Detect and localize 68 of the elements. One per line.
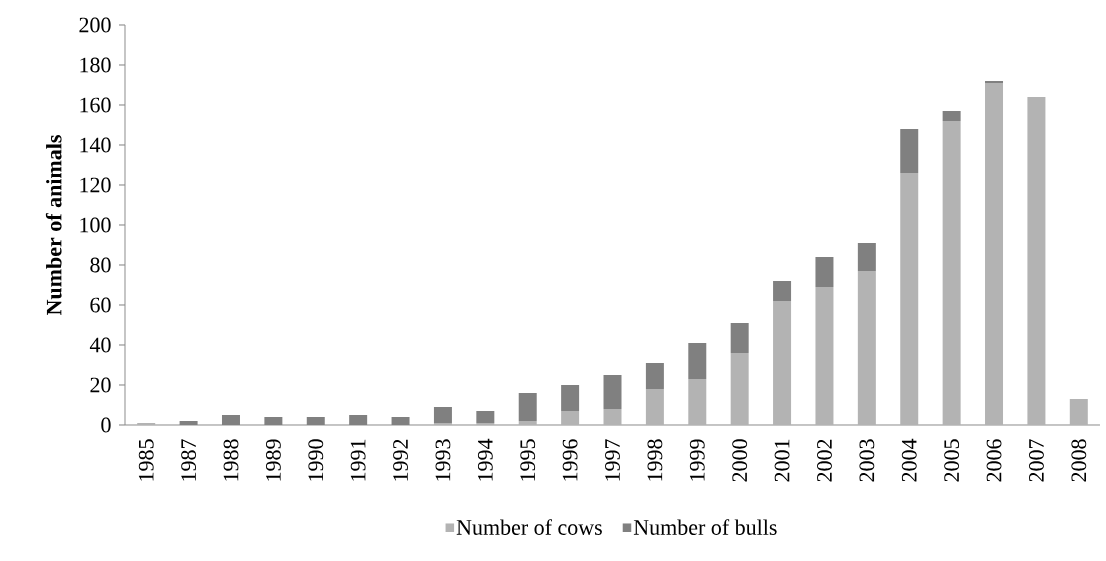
bar (433, 406, 452, 423)
x-tick-label: 2001 (774, 439, 790, 482)
bar (561, 384, 580, 411)
x-tick-label: 1999 (689, 439, 705, 481)
y-tick-label: 0 (101, 417, 111, 433)
bar (518, 392, 537, 421)
legend-label: Number of bulls (633, 519, 777, 535)
bar (688, 378, 707, 425)
x-tick-label: 2002 (817, 439, 832, 482)
bar (433, 422, 452, 425)
y-tick-label: 120 (80, 177, 111, 193)
x-tick-label: 2005 (944, 439, 960, 482)
bar (985, 82, 1004, 425)
bar (603, 374, 622, 409)
bar (688, 342, 707, 379)
legend-label: Number of cows (456, 519, 602, 535)
bar (1069, 398, 1088, 425)
bar (476, 422, 495, 425)
bar (645, 388, 664, 425)
bar (730, 352, 749, 425)
x-tick-label: 1995 (520, 439, 536, 481)
x-tick-label: 1989 (265, 439, 281, 481)
bar (857, 242, 876, 271)
x-tick-label: 1990 (308, 439, 324, 481)
x-tick-label: 2008 (1071, 439, 1087, 482)
x-tick-label: 1991 (350, 439, 366, 481)
bar (137, 422, 156, 425)
bar (603, 408, 622, 425)
x-tick-label: 1987 (181, 439, 197, 481)
y-tick-label: 60 (90, 297, 111, 313)
bar (561, 410, 580, 425)
bar (857, 270, 876, 425)
x-tick-label: 1992 (393, 439, 408, 481)
bar (476, 410, 495, 423)
y-tick-label: 140 (80, 137, 111, 153)
x-tick-label: 2000 (732, 439, 748, 482)
bar (815, 286, 834, 425)
y-tick-label: 20 (90, 377, 111, 393)
y-tick-label: 160 (80, 97, 111, 113)
bar (985, 80, 1004, 83)
x-tick-label: 2003 (859, 439, 875, 482)
x-tick-label: 1996 (562, 439, 578, 481)
bar (730, 322, 749, 353)
bar (518, 420, 537, 425)
bar (942, 110, 961, 121)
bar (900, 172, 919, 425)
bar (1027, 96, 1046, 425)
x-tick-label: 1993 (435, 439, 451, 481)
bar (942, 120, 961, 425)
x-tick-label: 2004 (901, 438, 917, 482)
y-axis-title: Number of animals (45, 135, 62, 316)
bar (900, 128, 919, 173)
bar (645, 362, 664, 389)
bar (773, 300, 792, 425)
x-tick-label: 2006 (986, 439, 1002, 482)
y-tick-label: 40 (89, 337, 111, 353)
x-tick-label: 1988 (223, 439, 239, 481)
x-tick-label: 1997 (605, 439, 620, 481)
y-tick-label: 200 (79, 17, 111, 33)
x-tick-label: 1985 (138, 439, 154, 481)
y-tick-label: 80 (90, 257, 111, 273)
x-tick-label: 1994 (477, 438, 493, 481)
x-tick-label: 1998 (647, 439, 663, 481)
x-tick-label: 2007 (1028, 439, 1044, 482)
y-tick-label: 100 (80, 217, 111, 233)
bar (773, 280, 792, 301)
bar (815, 256, 834, 287)
y-tick-label: 180 (80, 57, 111, 73)
